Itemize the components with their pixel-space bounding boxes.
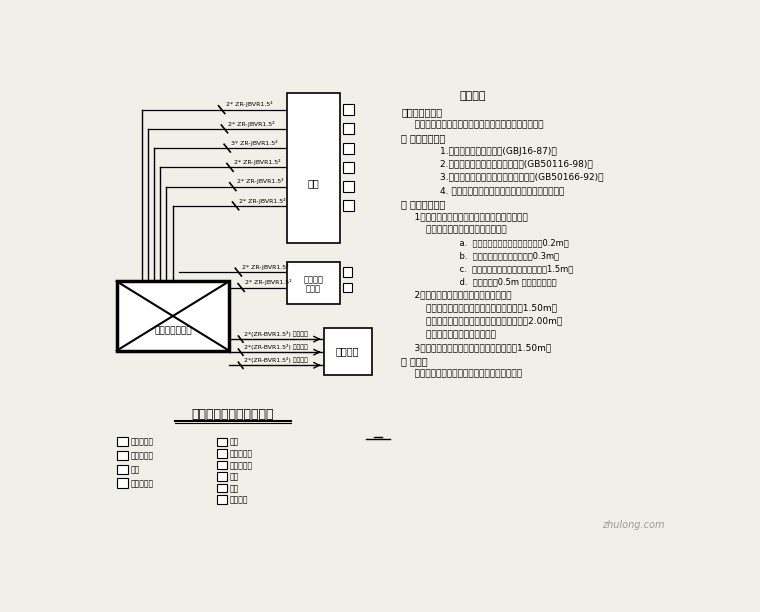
- Bar: [343, 201, 354, 211]
- Bar: [117, 451, 128, 460]
- Bar: [217, 495, 226, 504]
- Text: 四 、其它: 四 、其它: [401, 356, 428, 366]
- Text: 3、气体灭火控制器挂墙明装，下沿距楼面1.50m，: 3、气体灭火控制器挂墙明装，下沿距楼面1.50m，: [404, 343, 552, 352]
- Text: 3.《火灾自动报警系统施工验收规范》(GB50166-92)。: 3.《火灾自动报警系统施工验收规范》(GB50166-92)。: [417, 173, 604, 182]
- Text: 1.《建筑设计防火规范》(GBJ16-87)。: 1.《建筑设计防火规范》(GBJ16-87)。: [417, 147, 557, 155]
- Bar: [287, 92, 340, 243]
- Text: d.  探测器周围0.5m 内不应有遮挡物: d. 探测器周围0.5m 内不应有遮挡物: [428, 277, 557, 286]
- Bar: [343, 143, 354, 154]
- Text: 2* ZR-JBVR1.5²: 2* ZR-JBVR1.5²: [236, 178, 283, 184]
- Text: 对本工程气体灭火区进行火灾自动报警系统工程设计。: 对本工程气体灭火区进行火灾自动报警系统工程设计。: [404, 121, 544, 129]
- Text: 2* ZR-JBVR1.5²: 2* ZR-JBVR1.5²: [234, 159, 280, 165]
- Text: 一、设计内容：: 一、设计内容：: [401, 107, 442, 118]
- Text: 消防中心: 消防中心: [336, 346, 359, 356]
- Text: 2*(ZR-BVR1.5²) 灭警信号: 2*(ZR-BVR1.5²) 灭警信号: [244, 330, 308, 337]
- Text: 感温探测器: 感温探测器: [131, 452, 154, 461]
- Text: 七氟丙烷灭火报警系统图: 七氟丙烷灭火报警系统图: [192, 408, 274, 422]
- Text: 2* ZR-JBVR1.5²: 2* ZR-JBVR1.5²: [242, 264, 289, 270]
- Text: 其边缘距下列设施的近缘宜保持在: 其边缘距下列设施的近缘宜保持在: [404, 225, 507, 234]
- Bar: [217, 461, 226, 469]
- Text: 紧急启停按钮挂墙明装，其下沿距楼面高1.50m，: 紧急启停按钮挂墙明装，其下沿距楼面高1.50m，: [404, 304, 557, 313]
- Bar: [217, 484, 226, 492]
- Bar: [343, 181, 354, 192]
- Bar: [217, 472, 226, 481]
- Text: c.  与空调送风口的水平净距不应小于1.5m，: c. 与空调送风口的水平净距不应小于1.5m，: [428, 264, 574, 274]
- Text: zhulong.com: zhulong.com: [603, 520, 665, 531]
- Text: 联动控制: 联动控制: [230, 496, 249, 504]
- Text: 控制: 控制: [308, 177, 319, 188]
- Text: 设计说明: 设计说明: [460, 91, 486, 101]
- Text: 二 、设计依据：: 二 、设计依据：: [401, 133, 445, 143]
- Text: 模块: 模块: [230, 484, 239, 493]
- Bar: [343, 283, 353, 292]
- Text: a.  与照明灯具的水平净距不应小于0.2m，: a. 与照明灯具的水平净距不应小于0.2m，: [428, 238, 569, 247]
- Text: 放气指示灯安装在门框上沿。: 放气指示灯安装在门框上沿。: [404, 330, 496, 339]
- Text: 1、探测器安装在吊顶上，尽量居中均匀布置，: 1、探测器安装在吊顶上，尽量居中均匀布置，: [404, 212, 528, 221]
- Text: 2* ZR-JBVR1.5²: 2* ZR-JBVR1.5²: [239, 198, 286, 204]
- Text: b.  与喷头的水平净距不应小于0.3m，: b. 与喷头的水平净距不应小于0.3m，: [428, 252, 559, 260]
- Text: 感烟探测器: 感烟探测器: [131, 438, 154, 447]
- Text: 2* ZR-JBVR1.5²: 2* ZR-JBVR1.5²: [245, 279, 292, 285]
- Bar: [343, 124, 354, 134]
- Text: 2* ZR-JBVR1.5²: 2* ZR-JBVR1.5²: [226, 102, 272, 107]
- Bar: [343, 267, 353, 277]
- Bar: [343, 104, 354, 115]
- Text: 模块: 模块: [131, 466, 140, 474]
- Text: 其它未详尽之处根据国家有关规范严格执行。: 其它未详尽之处根据国家有关规范严格执行。: [404, 369, 522, 378]
- Text: 3* ZR-JBVR1.5²: 3* ZR-JBVR1.5²: [231, 140, 277, 146]
- Bar: [117, 282, 229, 351]
- Text: 插孔: 插孔: [230, 472, 239, 482]
- Bar: [117, 479, 128, 488]
- Text: 控制器: 控制器: [306, 284, 321, 293]
- Bar: [343, 162, 354, 173]
- Text: 灭火联动: 灭火联动: [303, 275, 324, 284]
- Bar: [217, 438, 226, 446]
- Bar: [287, 262, 340, 304]
- Text: 放气指示灯: 放气指示灯: [230, 461, 253, 470]
- Text: 2* ZR-JBVR1.5²: 2* ZR-JBVR1.5²: [228, 121, 275, 127]
- Text: 2*(ZR-BVR1.5²) 起排信号: 2*(ZR-BVR1.5²) 起排信号: [244, 344, 308, 350]
- Text: 4. 由相关委托方及相关单位提供的相关设计条件。: 4. 由相关委托方及相关单位提供的相关设计条件。: [417, 186, 565, 195]
- Bar: [117, 437, 128, 446]
- Text: 2.《火灾自动报警系统设计规范》(GB50116-98)。: 2.《火灾自动报警系统设计规范》(GB50116-98)。: [417, 160, 593, 169]
- Bar: [117, 465, 128, 474]
- Text: 力矩: 力矩: [230, 438, 239, 447]
- Text: 声光报警器与警铃挂墙明装，其下沿距楼面2.00m，: 声光报警器与警铃挂墙明装，其下沿距楼面2.00m，: [404, 317, 562, 326]
- Text: 2*(ZR-BVR1.5²) 电磁信号: 2*(ZR-BVR1.5²) 电磁信号: [244, 357, 308, 363]
- Bar: [217, 449, 226, 458]
- Text: 气体灭火控制器: 气体灭火控制器: [154, 327, 192, 336]
- Text: 2、电缆穿钢管后在吊顶内或墙内暗敷设: 2、电缆穿钢管后在吊顶内或墙内暗敷设: [404, 291, 512, 300]
- Bar: [324, 327, 372, 375]
- Text: 放气指示灯: 放气指示灯: [131, 479, 154, 488]
- Text: 三 、施工说明：: 三 、施工说明：: [401, 199, 445, 209]
- Text: 声光报警器: 声光报警器: [230, 449, 253, 458]
